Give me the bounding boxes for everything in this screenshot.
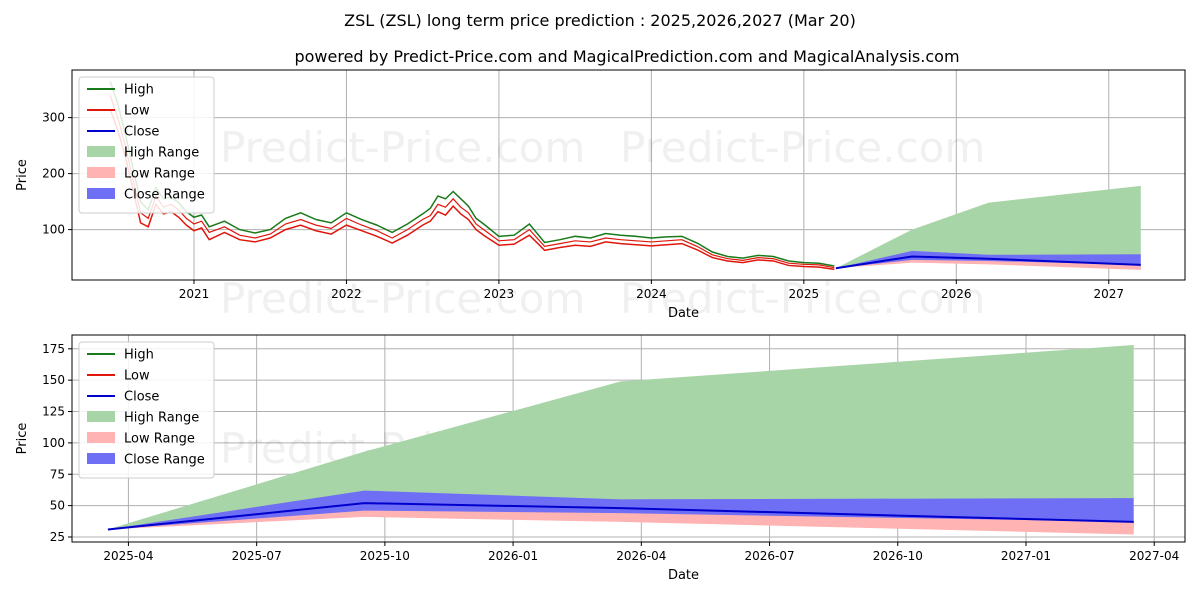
legend-label: High Range (124, 411, 199, 426)
y-tick-label: 75 (50, 467, 65, 481)
x-axis-label: Date (668, 306, 699, 321)
legend-label: Low (124, 104, 150, 119)
x-tick-label: 2023 (484, 287, 515, 301)
watermark-text: Predict-Price.com (220, 274, 585, 323)
legend-swatch-patch (87, 167, 115, 178)
low-range-band (107, 510, 1134, 535)
x-tick-label: 2026 (941, 287, 972, 301)
x-tick-label: 2027-01 (1001, 549, 1051, 563)
x-tick-label: 2027-04 (1129, 549, 1179, 563)
legend-label: Low (124, 369, 150, 384)
low-series-line (109, 108, 835, 271)
axes-frame (71, 334, 1186, 543)
x-tick-label: 2022 (331, 287, 362, 301)
y-tick-label: 100 (42, 223, 65, 237)
watermark-text: Predict-Price.com (620, 274, 985, 323)
close-forecast-line (835, 255, 1141, 270)
legend-swatch-patch (87, 188, 115, 199)
legend-label: Low Range (124, 167, 195, 182)
y-tick-label: 200 (42, 167, 65, 181)
y-tick-label: 175 (42, 342, 65, 356)
x-tick-label: 2025-10 (360, 549, 410, 563)
close-history-line (109, 95, 835, 269)
x-tick-label: 2025-07 (232, 549, 282, 563)
legend: High Low Close High Range Low Range Close Ran… (78, 341, 215, 479)
close-forecast-line (107, 502, 1134, 531)
legend-swatch-patch (87, 453, 115, 464)
x-tick-label: 2024 (636, 287, 667, 301)
y-axis-label: Price (15, 159, 30, 191)
legend-label: Close Range (124, 453, 205, 468)
x-tick-label: 2025 (789, 287, 820, 301)
x-tick-label: 2026-01 (488, 549, 538, 563)
legend-swatch-patch (87, 146, 115, 157)
x-tick-label: 2026-10 (873, 549, 923, 563)
legend: High Low Close High Range Low Range Close Ran… (78, 76, 215, 214)
legend-label: High Range (124, 146, 199, 161)
legend-label: Close (124, 390, 159, 405)
x-tick-label: 2026-04 (616, 549, 666, 563)
high-range-band (107, 345, 1134, 530)
x-tick-label: 2021 (179, 287, 210, 301)
watermark-text: Predict-Price.com (620, 123, 985, 172)
y-tick-label: 50 (50, 499, 65, 513)
x-tick-label: 2027 (1093, 287, 1124, 301)
legend-label: High (124, 348, 154, 363)
high-range-band (835, 185, 1141, 269)
y-tick-label: 100 (42, 436, 65, 450)
watermark-text: Predict-Price.com (220, 123, 585, 172)
y-tick-label: 125 (42, 405, 65, 419)
legend-swatch-patch (87, 411, 115, 422)
y-tick-label: 150 (42, 373, 65, 387)
x-tick-label: 2026-07 (744, 549, 794, 563)
chart-title: ZSL (ZSL) long term price prediction : 2… (344, 11, 856, 30)
legend-label: Close (124, 125, 159, 140)
y-tick-label: 25 (50, 530, 65, 544)
chart-subtitle: powered by Predict-Price.com and Magical… (294, 47, 959, 66)
legend-label: Close Range (124, 188, 205, 203)
legend-swatch-patch (87, 432, 115, 443)
axes-frame (71, 69, 1186, 281)
y-axis-label: Price (15, 423, 30, 455)
x-tick-label: 2025-04 (103, 549, 153, 563)
y-tick-label: 300 (42, 111, 65, 125)
long-term-panel: Predict-Price.com Predict-Price.com Predic… (15, 69, 1186, 323)
legend-label: High (124, 83, 154, 98)
legend-label: Low Range (124, 432, 195, 447)
low-range-band (835, 259, 1141, 270)
forecast-detail-panel: Predict-Price.comPredict-Price.com2025-0… (15, 334, 1186, 583)
x-axis-label: Date (668, 568, 699, 583)
